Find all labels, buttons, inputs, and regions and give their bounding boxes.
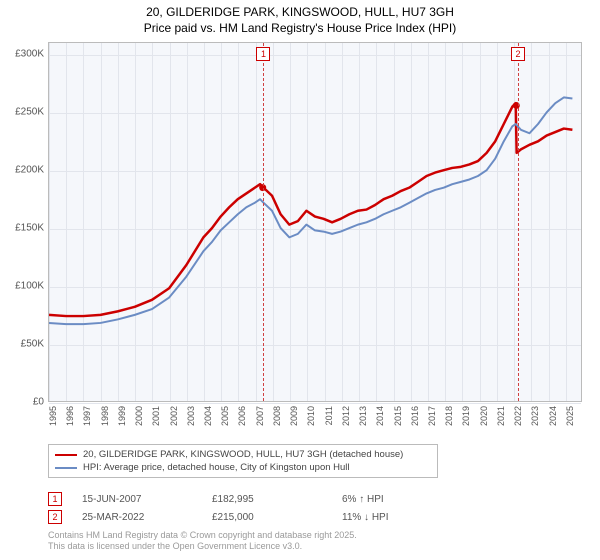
transaction-price: £182,995	[212, 494, 342, 505]
x-axis: 1995 1996 1997 1998 1999 2000 2001 2002 2003 2004…	[48, 402, 582, 442]
title-line2: Price paid vs. HM Land Registry's House …	[0, 20, 600, 36]
x-tick-label: 2018	[444, 406, 454, 426]
x-tick-label: 2025	[565, 406, 575, 426]
x-tick-label: 2010	[306, 406, 316, 426]
footnote: Contains HM Land Registry data © Crown c…	[48, 530, 357, 553]
y-tick-label: £250K	[15, 106, 44, 117]
x-tick-label: 1995	[48, 406, 58, 426]
x-tick-label: 2016	[410, 406, 420, 426]
x-tick-label: 2020	[479, 406, 489, 426]
transaction-diff: 11% ↓ HPI	[342, 512, 482, 523]
y-axis: £0£50K£100K£150K£200K£250K£300K	[0, 42, 48, 402]
line-series-svg	[49, 43, 581, 402]
legend-swatch	[55, 454, 77, 456]
transaction-table: 1 15-JUN-2007£182,9956% ↑ HPI 2 25-MAR-2022…	[48, 490, 582, 526]
x-tick-label: 2007	[255, 406, 265, 426]
x-tick-label: 2024	[548, 406, 558, 426]
x-tick-label: 1996	[65, 406, 75, 426]
x-tick-label: 2004	[203, 406, 213, 426]
x-tick-label: 2001	[151, 406, 161, 426]
y-tick-label: £300K	[15, 48, 44, 59]
y-tick-label: £150K	[15, 222, 44, 233]
transaction-date: 25-MAR-2022	[82, 512, 212, 523]
x-tick-label: 1997	[82, 406, 92, 426]
y-tick-label: £100K	[15, 280, 44, 291]
transaction-row: 2 25-MAR-2022£215,00011% ↓ HPI	[48, 508, 582, 526]
legend-row: 20, GILDERIDGE PARK, KINGSWOOD, HULL, HU…	[55, 448, 431, 461]
x-tick-label: 2017	[427, 406, 437, 426]
marker-label-2: 2	[511, 47, 525, 61]
marker-line-2	[518, 43, 519, 401]
x-tick-label: 2002	[169, 406, 179, 426]
y-tick-label: £50K	[21, 338, 44, 349]
x-tick-label: 2014	[375, 406, 385, 426]
series-price_paid	[49, 103, 572, 316]
plot-area: 12	[48, 42, 582, 402]
x-tick-label: 2011	[324, 406, 334, 425]
legend-label: HPI: Average price, detached house, City…	[83, 462, 350, 473]
marker-label-1: 1	[256, 47, 270, 61]
legend: 20, GILDERIDGE PARK, KINGSWOOD, HULL, HU…	[48, 444, 438, 478]
title-line1: 20, GILDERIDGE PARK, KINGSWOOD, HULL, HU…	[0, 4, 600, 20]
y-tick-label: £0	[33, 397, 44, 408]
marker-line-1	[263, 43, 264, 401]
footnote-line2: This data is licensed under the Open Gov…	[48, 541, 357, 552]
legend-swatch	[55, 467, 77, 469]
x-tick-label: 2013	[358, 406, 368, 426]
x-tick-label: 2008	[272, 406, 282, 426]
chart-title: 20, GILDERIDGE PARK, KINGSWOOD, HULL, HU…	[0, 0, 600, 36]
transaction-marker: 2	[48, 510, 62, 524]
x-tick-label: 2022	[513, 406, 523, 426]
x-tick-label: 2021	[496, 406, 506, 426]
x-tick-label: 2005	[220, 406, 230, 426]
transaction-row: 1 15-JUN-2007£182,9956% ↑ HPI	[48, 490, 582, 508]
x-tick-label: 1999	[117, 406, 127, 426]
x-tick-label: 2003	[186, 406, 196, 426]
x-tick-label: 1998	[100, 406, 110, 426]
y-tick-label: £200K	[15, 164, 44, 175]
x-tick-label: 2006	[237, 406, 247, 426]
legend-label: 20, GILDERIDGE PARK, KINGSWOOD, HULL, HU…	[83, 449, 403, 460]
chart-container: 20, GILDERIDGE PARK, KINGSWOOD, HULL, HU…	[0, 0, 600, 560]
x-tick-label: 2012	[341, 406, 351, 426]
x-tick-label: 2019	[461, 406, 471, 426]
x-tick-label: 2009	[289, 406, 299, 426]
series-hpi	[49, 97, 572, 324]
x-tick-label: 2000	[134, 406, 144, 426]
legend-row: HPI: Average price, detached house, City…	[55, 461, 431, 474]
transaction-diff: 6% ↑ HPI	[342, 494, 482, 505]
footnote-line1: Contains HM Land Registry data © Crown c…	[48, 530, 357, 541]
transaction-date: 15-JUN-2007	[82, 494, 212, 505]
x-tick-label: 2015	[393, 406, 403, 426]
transaction-price: £215,000	[212, 512, 342, 523]
x-tick-label: 2023	[530, 406, 540, 426]
transaction-marker: 1	[48, 492, 62, 506]
